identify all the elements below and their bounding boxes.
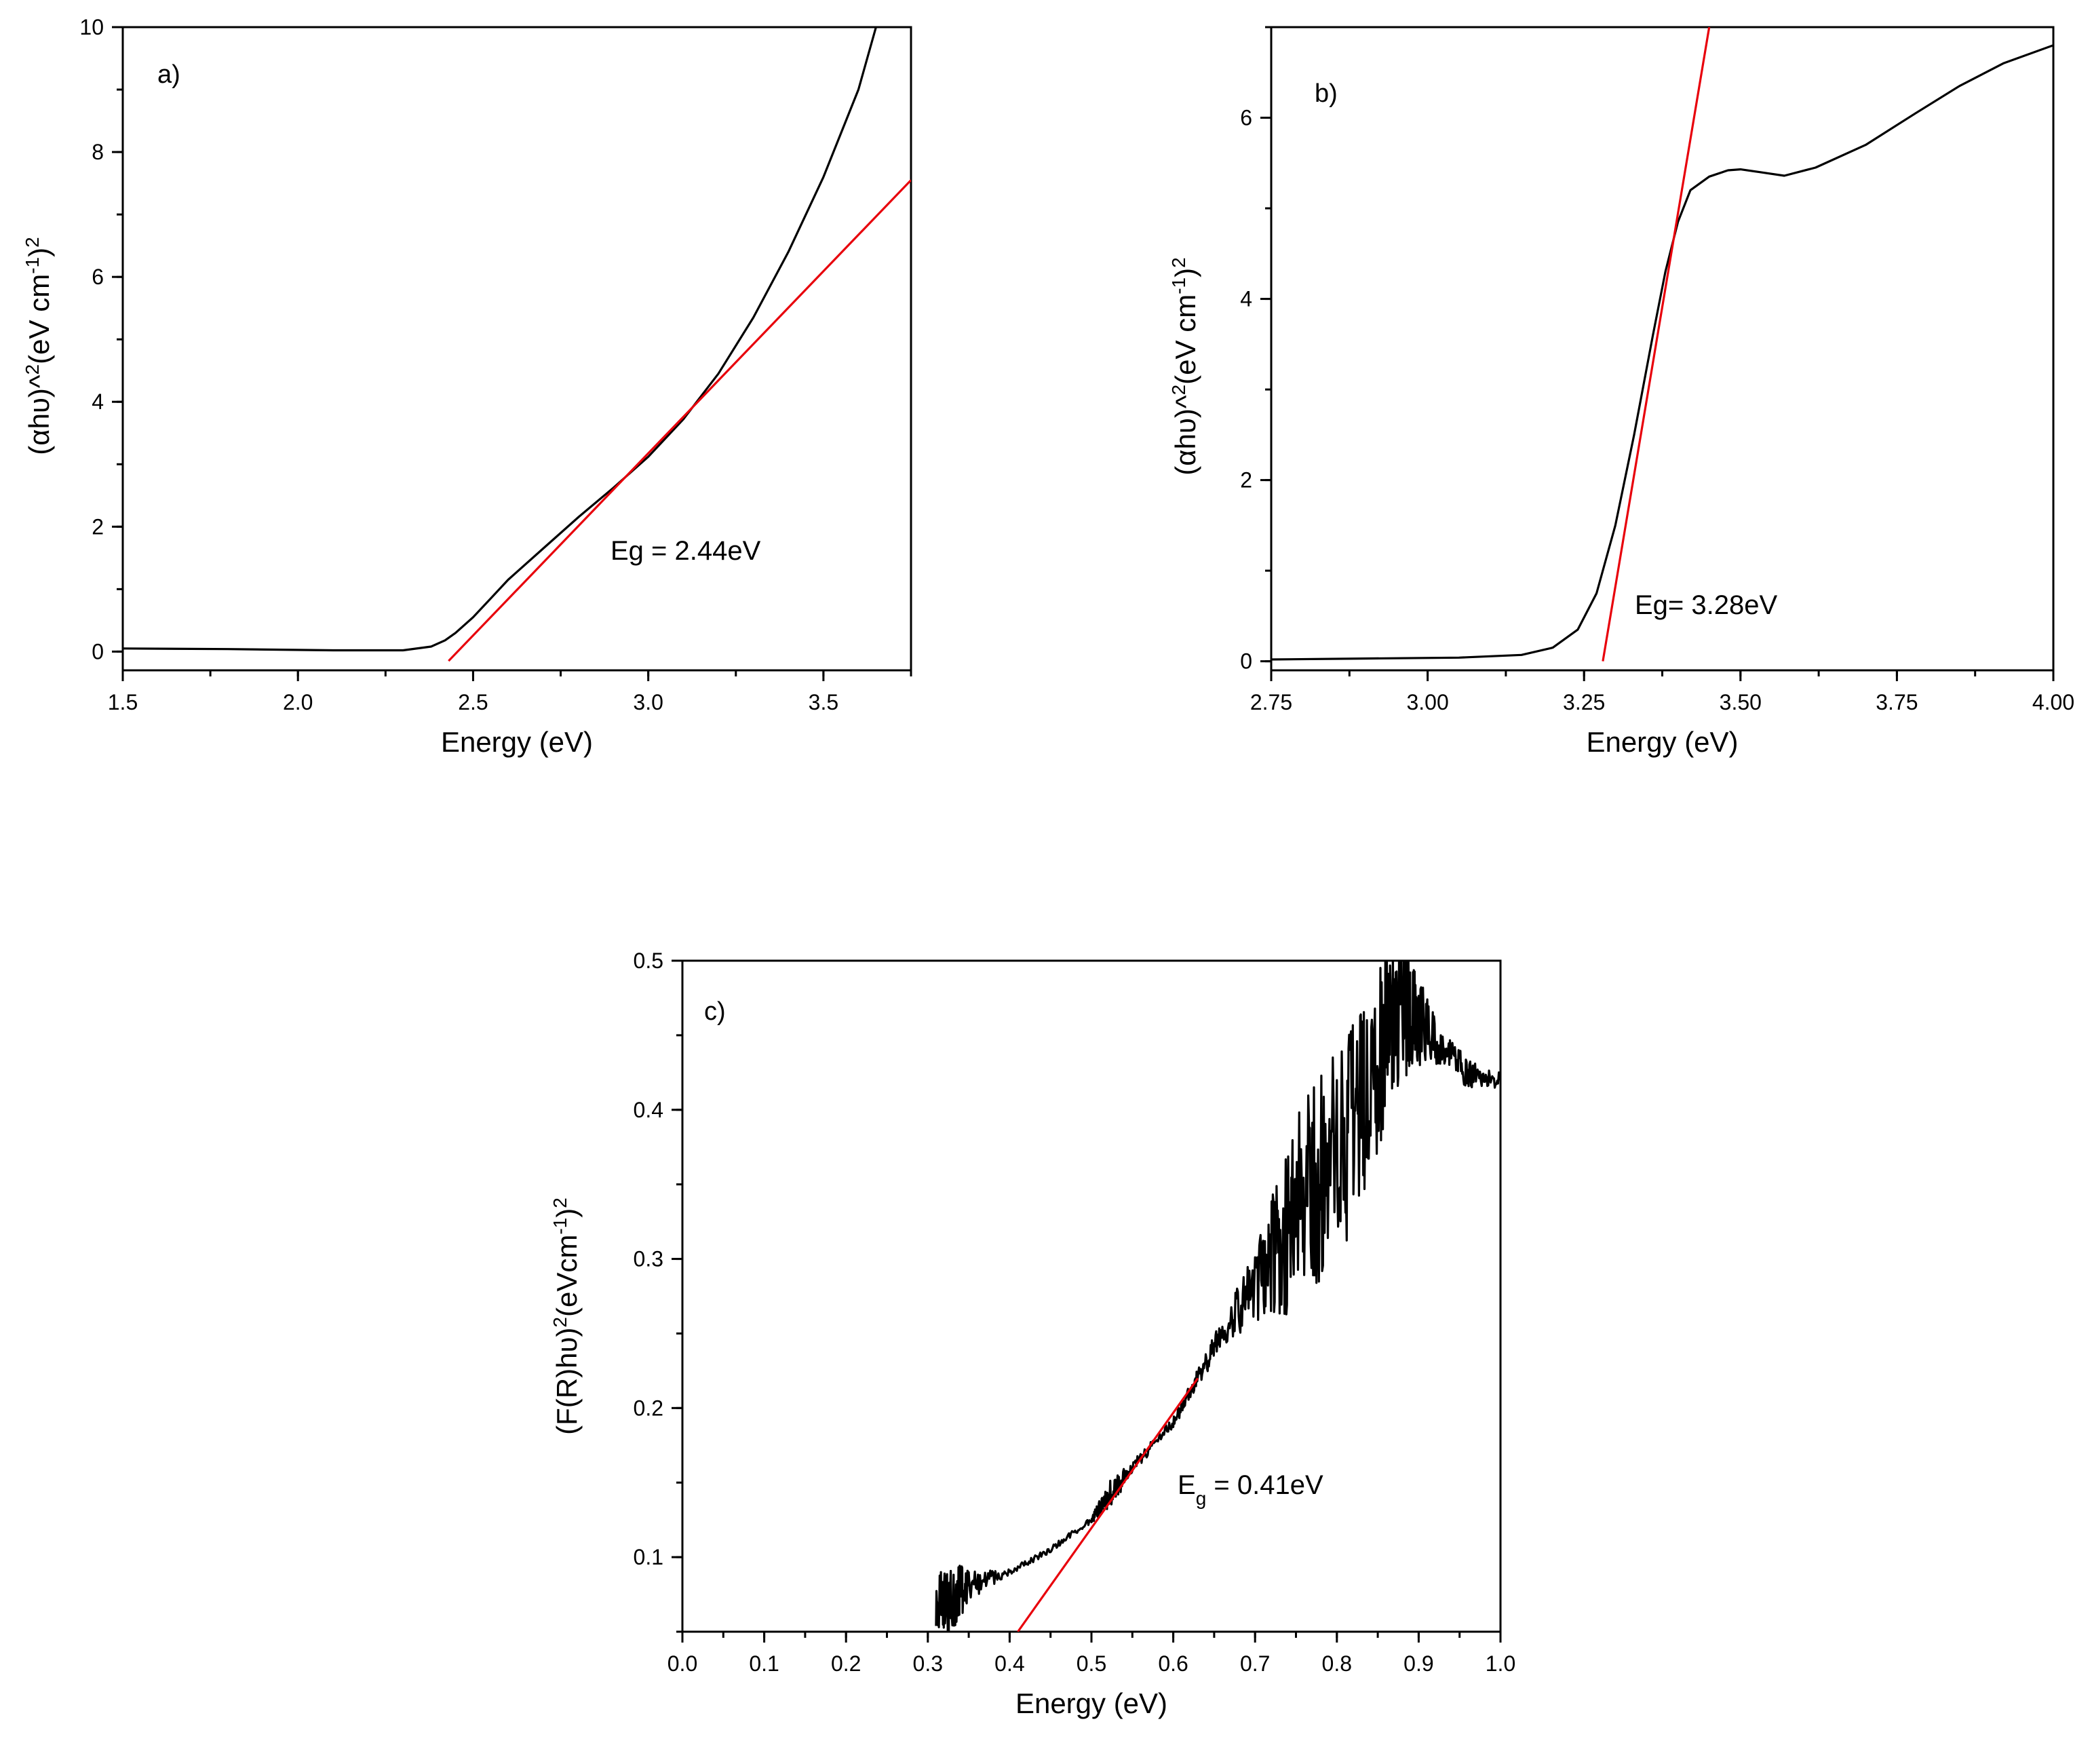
plot-frame-a (121, 26, 912, 672)
y-axis-title-base-a: (αhυ)^ (23, 375, 55, 455)
series-group-b (1271, 27, 2053, 662)
panel-label-text-a: a) (157, 60, 180, 89)
panel-label-a: a) (157, 60, 180, 89)
y-tick-label-c-4: 0.5 (634, 948, 663, 973)
fit-line-b (1602, 27, 1711, 662)
y-tick-label-b-1: 2 (1240, 468, 1252, 493)
data-curve-a (123, 27, 877, 652)
x-tick-label-c-0: 0.0 (667, 1651, 697, 1676)
x-axis-title-a: Energy (eV) (441, 726, 593, 758)
x-tick-label-b-1: 3.00 (1406, 690, 1448, 714)
y-tick-label-b-2: 4 (1240, 287, 1252, 311)
x-tick-label-c-7: 0.7 (1240, 1651, 1270, 1676)
panel-label-b: b) (1315, 79, 1338, 108)
y-axis-title-a: (αhυ)^2(eV cm-1)2 (22, 237, 56, 455)
y-tick-label-a-0: 0 (92, 639, 104, 664)
x-tick-label-c-1: 0.1 (749, 1651, 779, 1676)
x-tick-label-a-0: 1.5 (108, 690, 138, 714)
y-axis-title-sup3-c: 2 (549, 1197, 570, 1208)
chart-panel-b: 2.75 3.00 3.25 3.50 3.75 4.00 0 2 4 6 Energy (eV) (… (1168, 26, 2074, 758)
y-axis-title-sup3-a: 2 (22, 237, 43, 248)
x-tick-label-a-1: 2.0 (283, 690, 313, 714)
band-gap-annotation-text-b: Eg= 3.28eV (1635, 590, 1777, 620)
y-axis-title-b: (αhυ)^2(eV cm-1)2 (1168, 257, 1202, 475)
panel-label-text-c: c) (704, 997, 726, 1026)
y-axis-title-sup1-a: 2 (22, 364, 43, 375)
y-tick-label-a-4: 8 (92, 140, 104, 164)
y-axis-title-mid-a: (eV cm (23, 274, 55, 364)
x-tick-label-c-2: 0.2 (831, 1651, 861, 1676)
band-gap-annotation-rest-c: = 0.41eV (1206, 1470, 1323, 1500)
x-tick-label-b-0: 2.75 (1250, 690, 1292, 714)
band-gap-annotation-c: Eg = 0.41eV (1178, 1470, 1323, 1509)
x-axis-title-c: Energy (eV) (1015, 1687, 1167, 1719)
y-tick-label-c-0: 0.1 (634, 1545, 663, 1569)
band-gap-annotation-sub-c: g (1196, 1488, 1207, 1509)
fit-line-c (1017, 1377, 1199, 1632)
y-axis-title-sup1-b: 2 (1168, 385, 1189, 396)
x-tick-label-c-4: 0.4 (994, 1651, 1024, 1676)
y-tick-label-b-3: 6 (1240, 106, 1252, 130)
series-group-a (123, 27, 911, 662)
x-axis-title-text-b: Energy (eV) (1586, 726, 1738, 758)
y-axis-title-sup2-a: -1 (22, 257, 43, 274)
x-tick-label-c-5: 0.5 (1077, 1651, 1106, 1676)
x-tick-label-c-6: 0.6 (1158, 1651, 1188, 1676)
y-axis-title-sup3-b: 2 (1168, 257, 1189, 268)
y-axis-title-sup2-c: -1 (549, 1218, 570, 1235)
x-tick-label-b-3: 3.50 (1720, 690, 1762, 714)
panel-label-text-b: b) (1315, 79, 1338, 108)
y-axis-title-sup1-c: 2 (549, 1317, 570, 1328)
y-tick-label-c-1: 0.2 (634, 1396, 663, 1420)
x-axis-title-text-a: Energy (eV) (441, 726, 593, 758)
x-tick-label-b-4: 3.75 (1876, 690, 1918, 714)
band-gap-annotation-base-c: E (1178, 1470, 1196, 1500)
band-gap-annotation-text-a: Eg = 2.44eV (611, 536, 761, 566)
x-axis-title-text-c: Energy (eV) (1015, 1687, 1167, 1719)
y-axis-title-base-b: (αhυ)^ (1169, 395, 1201, 476)
x-tick-label-b-2: 3.25 (1563, 690, 1605, 714)
y-tick-label-b-0: 0 (1240, 649, 1252, 674)
y-axis-title-c: (F(R)hυ)2(eVcm-1)2 (549, 1197, 583, 1435)
data-curve-b (1271, 44, 2053, 661)
y-axis-title-mid-b: (eV cm (1169, 294, 1201, 385)
x-tick-label-a-2: 2.5 (458, 690, 488, 714)
panel-label-c: c) (704, 997, 726, 1026)
x-tick-label-c-9: 0.9 (1403, 1651, 1433, 1676)
x-tick-label-c-10: 1.0 (1486, 1651, 1515, 1676)
x-tick-label-a-3: 3.0 (633, 690, 663, 714)
fit-line-a (448, 179, 911, 662)
y-axis-title-base-c: (F(R)hυ) (551, 1328, 583, 1435)
y-axis-title-sup2-b: -1 (1168, 277, 1189, 294)
y-axis-title-close-a: ) (23, 248, 55, 257)
data-curve-c (935, 961, 1500, 1632)
y-axis-title-close-b: ) (1169, 268, 1201, 277)
y-tick-label-a-3: 6 (92, 265, 104, 289)
y-tick-label-c-2: 0.3 (634, 1247, 663, 1271)
x-tick-label-b-5: 4.00 (2032, 690, 2074, 714)
y-tick-label-a-1: 2 (92, 514, 104, 539)
y-axis-title-close-c: ) (551, 1208, 583, 1218)
y-axis-title-mid-c: (eVcm (551, 1235, 583, 1317)
plot-frame-c (681, 959, 1502, 1633)
chart-panel-c: 0.0 0.1 0.2 0.3 0.4 0.5 0.6 0.7 0.8 0.9 1.0 0.1 0.2 0… (549, 948, 1516, 1719)
series-group-c (935, 961, 1500, 1632)
x-tick-label-c-8: 0.8 (1322, 1651, 1352, 1676)
y-tick-label-a-2: 4 (92, 389, 104, 414)
x-axis-title-b: Energy (eV) (1586, 726, 1738, 758)
band-gap-annotation-b: Eg= 3.28eV (1635, 590, 1777, 620)
y-tick-label-a-5: 10 (79, 15, 104, 39)
x-tick-label-a-4: 3.5 (809, 690, 838, 714)
y-tick-label-c-3: 0.4 (634, 1098, 663, 1122)
x-tick-label-c-3: 0.3 (913, 1651, 943, 1676)
plot-frame-b (1270, 26, 2055, 672)
band-gap-annotation-a: Eg = 2.44eV (611, 536, 761, 566)
